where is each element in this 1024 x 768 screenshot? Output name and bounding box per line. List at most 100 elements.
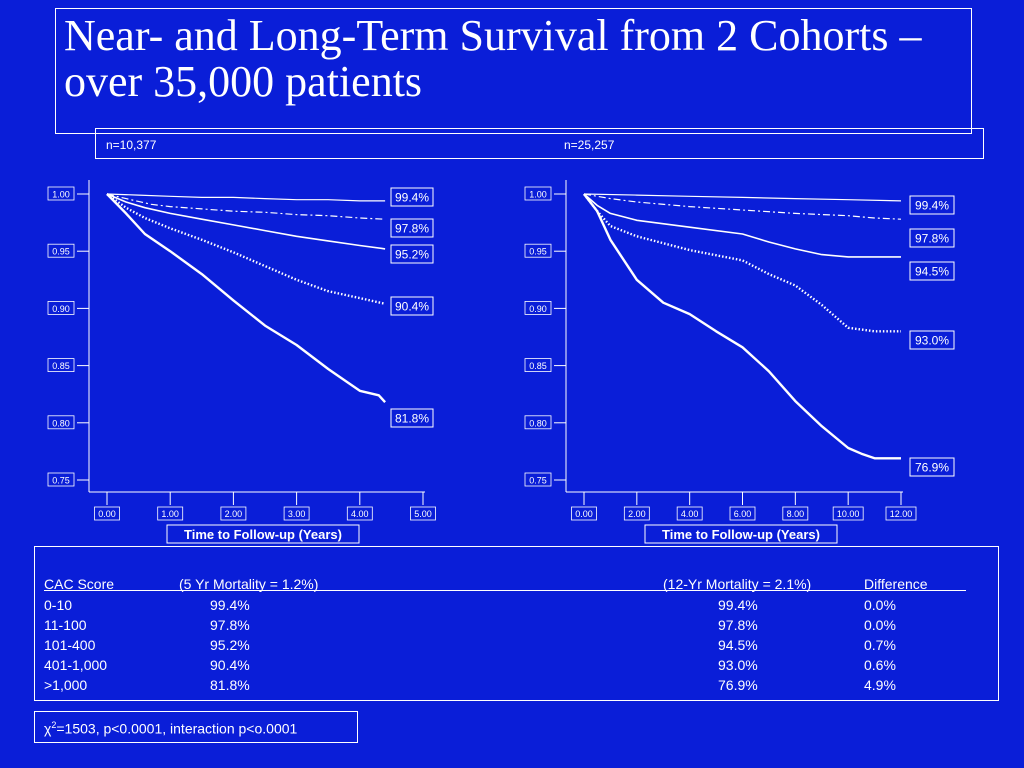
chart-2-x-tick-box bbox=[571, 506, 597, 521]
chart-1-series-2-end-label: 97.8% bbox=[395, 222, 429, 236]
cohort-2-size: n=25,257 bbox=[564, 138, 615, 152]
chart-2-x-tick-label: 6.00 bbox=[734, 509, 752, 519]
chart-1-x-tick-box bbox=[283, 506, 310, 521]
chart-2-y-tick-label: 1.00 bbox=[529, 190, 547, 200]
chart-2-x-tick-label: 12.00 bbox=[890, 509, 913, 519]
table-row-4-12yr: 76.9% bbox=[718, 677, 758, 693]
table-row-0-score: 0-10 bbox=[44, 597, 73, 613]
chart-2-series-5-line bbox=[583, 193, 901, 460]
chart-2-x-tick-box bbox=[676, 506, 703, 521]
table-row-3-score: 401-1,000 bbox=[44, 657, 108, 673]
table-row-2-score: 101-400 bbox=[44, 637, 96, 653]
table-row-3-5yr: 90.4% bbox=[210, 657, 250, 673]
survival-charts: 1.00 0.95 0.90 0.85 0.80 0.75 0.00 1.00 2.00 3.00… bbox=[47, 180, 955, 544]
chart-1-x-tick-box bbox=[157, 506, 184, 521]
chart-2-series-2-end-label-box bbox=[909, 228, 955, 248]
chart-1-x-tick-label: 4.00 bbox=[351, 509, 369, 519]
chart-1-y-tick-label: 1.00 bbox=[52, 190, 70, 200]
table-header-difference: Difference bbox=[864, 576, 928, 592]
chart-2-series-3-end-label: 94.5% bbox=[915, 265, 949, 279]
chart-2-x-tick-box bbox=[782, 506, 809, 521]
chart-2-y-tick-box bbox=[524, 358, 552, 373]
chart-1-y-tick-box bbox=[47, 415, 75, 430]
chart-1-y-tick-label: 0.75 bbox=[52, 476, 70, 486]
chart-1-y-tick-box bbox=[47, 186, 75, 201]
table-row-0-diff: 0.0% bbox=[864, 597, 896, 613]
chart-1-series-3-end-label-box bbox=[390, 244, 434, 264]
chart-1-series-5-line bbox=[106, 193, 386, 404]
chart-1-x-tick-box bbox=[346, 506, 373, 521]
chart-1-y-tick-box bbox=[47, 472, 75, 487]
chart-2-series-1-line bbox=[583, 193, 902, 202]
chart-1-x-tick-box bbox=[220, 506, 247, 521]
chart-2-x-tick-label: 0.00 bbox=[575, 509, 593, 519]
chart-1-series-4-end-label: 90.4% bbox=[395, 300, 429, 314]
title-box: Near- and Long-Term Survival from 2 Coho… bbox=[55, 8, 972, 134]
table-row-0-5yr: 99.4% bbox=[210, 597, 250, 613]
chart-1-x-axis-label-box bbox=[166, 524, 360, 544]
table-row-1-score: 11-100 bbox=[44, 617, 87, 633]
chart-1-x-tick-label: 3.00 bbox=[288, 509, 306, 519]
chart-2-x-tick-label: 8.00 bbox=[787, 509, 805, 519]
chart-2-y-tick-box bbox=[524, 472, 552, 487]
chart-1-series-4-line bbox=[106, 193, 386, 305]
chart-2-x-tick-box bbox=[729, 506, 756, 521]
chart-2-series-2-end-label: 97.8% bbox=[915, 232, 949, 246]
chart-2-y-tick-label: 0.85 bbox=[529, 361, 547, 371]
chart-1-series-2-end-label-box bbox=[390, 218, 434, 238]
chart-1-x-tick-box bbox=[410, 506, 436, 521]
table-row-2-12yr: 94.5% bbox=[718, 637, 758, 653]
chart-1-y-tick-label: 0.90 bbox=[52, 304, 70, 314]
chart-2-y-tick-box bbox=[524, 186, 552, 201]
table-header-cac: CAC Score bbox=[44, 576, 115, 592]
chart-1-series-1-end-label: 99.4% bbox=[395, 191, 429, 205]
chart-1-x-tick-label: 5.00 bbox=[414, 509, 432, 519]
chart-2-y-tick-label: 0.80 bbox=[529, 418, 547, 428]
chart-2-y-tick-box bbox=[524, 300, 552, 315]
chart-1-y-tick-label: 0.80 bbox=[52, 418, 70, 428]
chart-2-series-3-end-label-box bbox=[909, 261, 955, 281]
chart-1-series-3-end-label: 95.2% bbox=[395, 248, 429, 262]
chart-1-y-tick-label: 0.95 bbox=[52, 247, 70, 257]
chart-2-x-tick-label: 4.00 bbox=[681, 509, 699, 519]
chart-2-series-2-line bbox=[583, 193, 902, 220]
table-row-1-diff: 0.0% bbox=[864, 617, 896, 633]
cohort-size-box: n=10,377 n=25,257 bbox=[95, 128, 984, 159]
chart-2-y-tick-label: 0.95 bbox=[529, 247, 547, 257]
chart-2-series-3-line bbox=[583, 193, 901, 258]
chart-1-y-tick-box bbox=[47, 243, 75, 258]
chart-2-series-4-end-label: 93.0% bbox=[915, 334, 949, 348]
chart-2-series-1-end-label: 99.4% bbox=[915, 199, 949, 213]
table-row-1-12yr: 97.8% bbox=[718, 617, 758, 633]
table-header-5yr: (5 Yr Mortality = 1.2%) bbox=[179, 576, 319, 592]
chart-2-series-4-line bbox=[583, 193, 901, 333]
chart-2-y-tick-box bbox=[524, 243, 552, 258]
chart-1-y-tick-box bbox=[47, 300, 75, 315]
slide-title: Near- and Long-Term Survival from 2 Coho… bbox=[64, 11, 922, 106]
footnote-stats: =1503, p<0.0001, interaction p<o.0001 bbox=[56, 720, 298, 737]
chart-1-series-5-end-label: 81.8% bbox=[395, 412, 429, 426]
table-row-1-5yr: 97.8% bbox=[210, 617, 250, 633]
table-row-4-score: >1,000 bbox=[44, 677, 88, 693]
chart-1-y-tick-label: 0.85 bbox=[52, 361, 70, 371]
chart-2-x-tick-label: 10.00 bbox=[837, 509, 860, 519]
chart-1-series-1-end-label-box bbox=[390, 187, 434, 207]
cohort-1-size: n=10,377 bbox=[106, 138, 157, 152]
table-row-4-diff: 4.9% bbox=[864, 677, 896, 693]
chart-1-y-tick-box bbox=[47, 358, 75, 373]
chart-1-series-4-end-label-box bbox=[390, 296, 434, 316]
chart-2-x-tick-box bbox=[885, 506, 917, 521]
table-row-4-5yr: 81.8% bbox=[210, 677, 250, 693]
chart-2-x-tick-label: 2.00 bbox=[628, 509, 646, 519]
table-row-3-diff: 0.6% bbox=[864, 657, 896, 673]
chart-2-series-5-end-label-box bbox=[909, 457, 955, 477]
chart-2-series-4-end-label-box bbox=[909, 330, 955, 350]
chart-1-x-axis-label: Time to Follow-up (Years) bbox=[184, 527, 342, 542]
footnote-text: χ2=1503, p<0.0001, interaction p<o.0001 bbox=[44, 720, 297, 737]
chart-2-y-tick-box bbox=[524, 415, 552, 430]
table-header-12yr: (12-Yr Mortality = 2.1%) bbox=[663, 576, 812, 592]
survival-table: CAC Score (5 Yr Mortality = 1.2%) (12-Yr… bbox=[34, 546, 999, 701]
table-row-2-diff: 0.7% bbox=[864, 637, 896, 653]
chart-2-y-tick-label: 0.75 bbox=[529, 476, 547, 486]
chart-2-x-tick-box bbox=[832, 506, 864, 521]
